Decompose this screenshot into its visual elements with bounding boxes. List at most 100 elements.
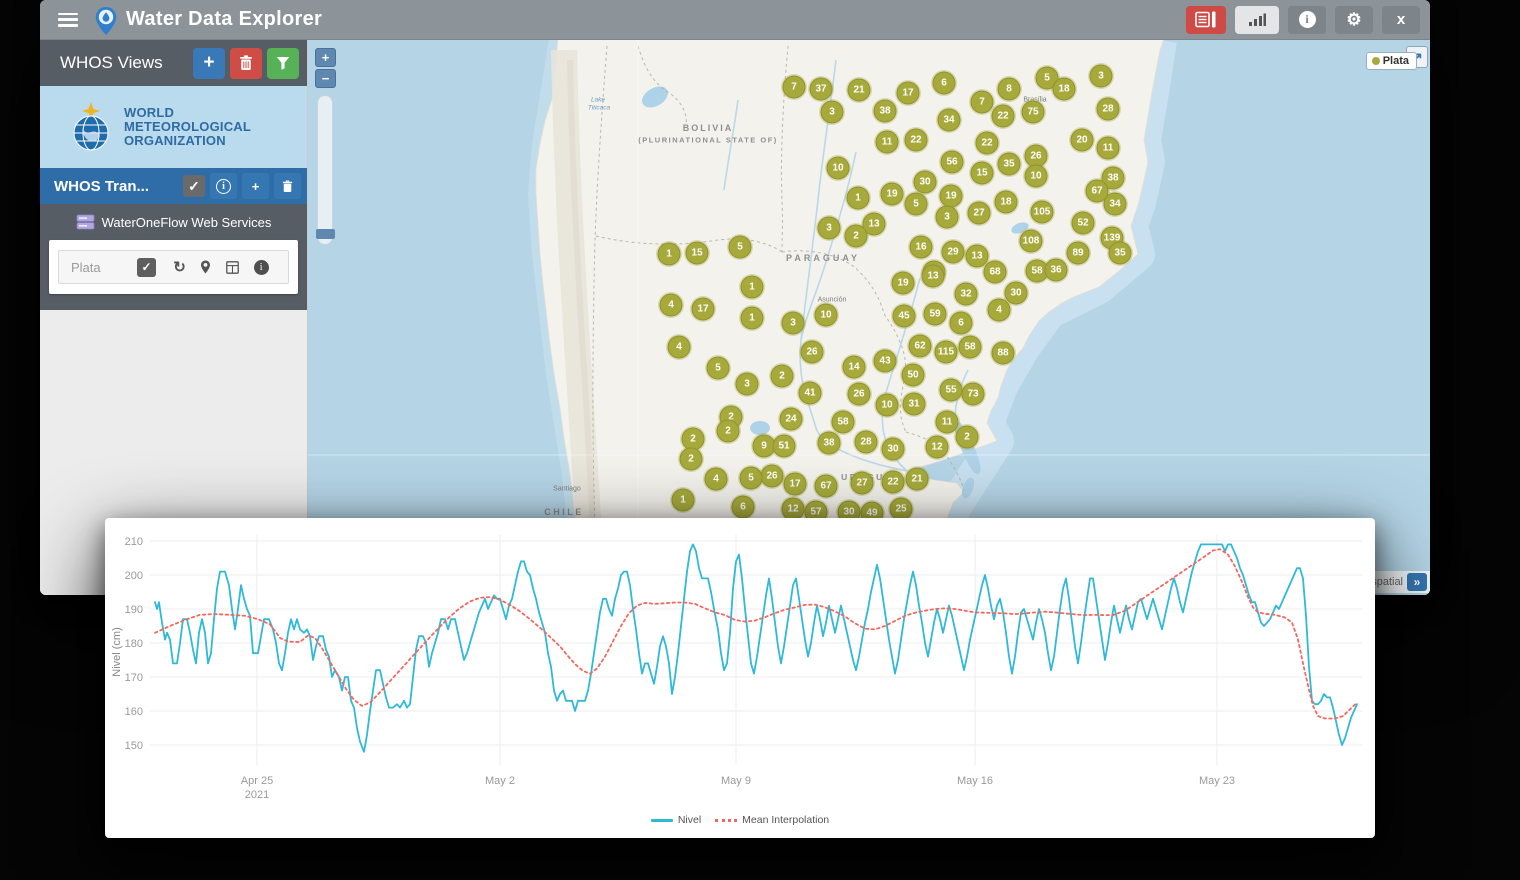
cluster-marker[interactable]: 22 bbox=[881, 470, 905, 494]
table-icon[interactable] bbox=[226, 260, 239, 274]
cluster-marker[interactable]: 67 bbox=[1085, 179, 1109, 203]
cluster-marker[interactable]: 29 bbox=[941, 240, 965, 264]
cluster-marker[interactable]: 37 bbox=[809, 77, 833, 101]
cluster-marker[interactable]: 17 bbox=[783, 472, 807, 496]
cluster-marker[interactable]: 6 bbox=[932, 71, 956, 95]
info-button[interactable]: i bbox=[1288, 5, 1326, 34]
cluster-marker[interactable]: 5 bbox=[904, 192, 928, 216]
cluster-marker[interactable]: 11 bbox=[875, 130, 899, 154]
map-area[interactable]: BOLIVIA (PLURINATIONAL STATE OF) PARAGUAY C… bbox=[308, 40, 1430, 595]
cluster-marker[interactable]: 24 bbox=[779, 407, 803, 431]
cluster-marker[interactable]: 2 bbox=[770, 364, 794, 388]
cluster-marker[interactable]: 2 bbox=[716, 419, 740, 443]
cluster-marker[interactable]: 59 bbox=[923, 302, 947, 326]
cluster-marker[interactable]: 14 bbox=[842, 355, 866, 379]
cluster-marker[interactable]: 2 bbox=[955, 425, 979, 449]
cluster-marker[interactable]: 22 bbox=[904, 128, 928, 152]
cluster-marker[interactable]: 89 bbox=[1066, 241, 1090, 265]
cluster-marker[interactable]: 26 bbox=[800, 340, 824, 364]
cluster-marker[interactable]: 7 bbox=[970, 90, 994, 114]
cluster-marker[interactable]: 19 bbox=[880, 182, 904, 206]
cluster-marker[interactable]: 3 bbox=[781, 311, 805, 335]
cluster-marker[interactable]: 26 bbox=[760, 464, 784, 488]
cluster-marker[interactable]: 6 bbox=[731, 495, 755, 519]
cluster-marker[interactable]: 35 bbox=[1108, 241, 1132, 265]
catalog-row-plata[interactable]: Plata ✓ ↻ i bbox=[58, 250, 289, 284]
cluster-marker[interactable]: 38 bbox=[1101, 166, 1125, 190]
add-view-button[interactable]: + bbox=[193, 47, 225, 79]
info-icon[interactable]: i bbox=[253, 259, 269, 275]
cluster-marker[interactable]: 58 bbox=[958, 335, 982, 359]
cluster-marker[interactable]: 3 bbox=[1089, 64, 1113, 88]
cluster-marker[interactable]: 10 bbox=[814, 303, 838, 327]
cluster-marker[interactable]: 32 bbox=[954, 282, 978, 306]
cluster-marker[interactable]: 5 bbox=[728, 235, 752, 259]
cluster-marker[interactable]: 88 bbox=[991, 341, 1015, 365]
cluster-marker[interactable]: 4 bbox=[987, 298, 1011, 322]
cluster-marker[interactable]: 58 bbox=[831, 410, 855, 434]
zoom-out-button[interactable]: − bbox=[315, 69, 336, 88]
legend-item-nivel[interactable]: Nivel bbox=[650, 814, 701, 826]
cluster-marker[interactable]: 35 bbox=[997, 152, 1021, 176]
catalog-checkbox[interactable]: ✓ bbox=[137, 257, 156, 277]
cluster-marker[interactable]: 7 bbox=[782, 75, 806, 99]
cluster-marker[interactable]: 10 bbox=[826, 156, 850, 180]
cluster-marker[interactable]: 6 bbox=[949, 311, 973, 335]
cluster-marker[interactable]: 41 bbox=[798, 381, 822, 405]
cluster-marker[interactable]: 4 bbox=[667, 335, 691, 359]
map-layer-legend[interactable]: Plata bbox=[1365, 52, 1417, 70]
cluster-marker[interactable]: 13 bbox=[965, 244, 989, 268]
cluster-marker[interactable]: 4 bbox=[704, 467, 728, 491]
zoom-slider-handle[interactable] bbox=[316, 229, 335, 239]
cluster-marker[interactable]: 15 bbox=[685, 241, 709, 265]
cluster-marker[interactable]: 105 bbox=[1030, 200, 1054, 224]
cluster-marker[interactable]: 16 bbox=[909, 235, 933, 259]
service-row[interactable]: WaterOneFlow Web Services bbox=[40, 204, 307, 240]
refresh-icon[interactable]: ↻ bbox=[173, 259, 186, 276]
cluster-marker[interactable]: 18 bbox=[1052, 77, 1076, 101]
tran-info-button[interactable]: i bbox=[210, 173, 237, 199]
cluster-marker[interactable]: 50 bbox=[901, 363, 925, 387]
cluster-marker[interactable]: 3 bbox=[817, 216, 841, 240]
attribution-expand-button[interactable]: » bbox=[1407, 573, 1427, 591]
cluster-marker[interactable]: 17 bbox=[896, 81, 920, 105]
cluster-marker[interactable]: 31 bbox=[902, 392, 926, 416]
cluster-marker[interactable]: 73 bbox=[961, 382, 985, 406]
cluster-marker[interactable]: 1 bbox=[671, 488, 695, 512]
cluster-marker[interactable]: 43 bbox=[873, 349, 897, 373]
delete-view-button[interactable] bbox=[230, 47, 262, 79]
cluster-marker[interactable]: 57 bbox=[804, 500, 828, 524]
cluster-marker[interactable]: 27 bbox=[850, 471, 874, 495]
cluster-marker[interactable]: 21 bbox=[905, 467, 929, 491]
cluster-marker[interactable]: 52 bbox=[1071, 211, 1095, 235]
cluster-marker[interactable]: 17 bbox=[691, 297, 715, 321]
cluster-marker[interactable]: 62 bbox=[908, 334, 932, 358]
cluster-marker[interactable]: 11 bbox=[935, 410, 959, 434]
cluster-marker[interactable]: 30 bbox=[1004, 281, 1028, 305]
cluster-marker[interactable]: 34 bbox=[1103, 192, 1127, 216]
cluster-marker[interactable]: 51 bbox=[772, 434, 796, 458]
legend-panel-button[interactable] bbox=[1186, 5, 1226, 34]
cluster-marker[interactable]: 28 bbox=[1096, 97, 1120, 121]
cluster-marker[interactable]: 12 bbox=[925, 435, 949, 459]
cluster-marker[interactable]: 55 bbox=[939, 378, 963, 402]
cluster-marker[interactable]: 67 bbox=[814, 474, 838, 498]
cluster-marker[interactable]: 56 bbox=[940, 150, 964, 174]
tran-delete-button[interactable] bbox=[274, 173, 301, 199]
cluster-marker[interactable]: 30 bbox=[881, 437, 905, 461]
cluster-marker[interactable]: 38 bbox=[873, 99, 897, 123]
cluster-marker[interactable]: 26 bbox=[847, 382, 871, 406]
cluster-marker[interactable]: 4 bbox=[659, 293, 683, 317]
cluster-marker[interactable]: 21 bbox=[847, 78, 871, 102]
cluster-marker[interactable]: 36 bbox=[1044, 258, 1068, 282]
cluster-marker[interactable]: 13 bbox=[921, 264, 945, 288]
cluster-marker[interactable]: 10 bbox=[1024, 164, 1048, 188]
zoom-in-button[interactable]: + bbox=[315, 48, 336, 67]
cluster-marker[interactable]: 34 bbox=[937, 108, 961, 132]
whos-tran-checkbox[interactable]: ✓ bbox=[183, 175, 205, 197]
cluster-marker[interactable]: 28 bbox=[854, 430, 878, 454]
cluster-marker[interactable]: 8 bbox=[997, 77, 1021, 101]
filter-views-button[interactable] bbox=[267, 47, 299, 79]
close-button[interactable]: x bbox=[1382, 5, 1420, 34]
cluster-marker[interactable]: 27 bbox=[967, 201, 991, 225]
